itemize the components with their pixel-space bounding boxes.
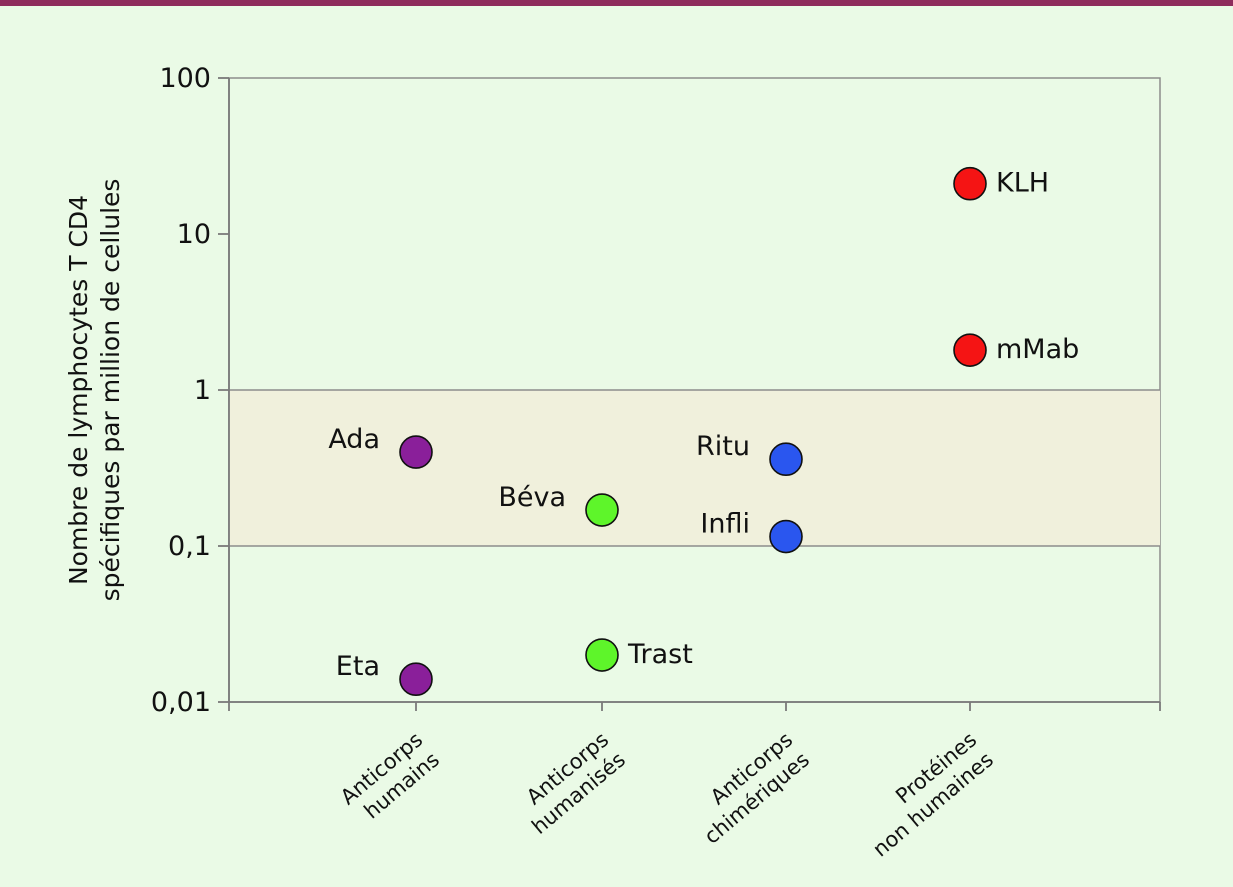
- y-axis-title-text: Nombre de lymphocytes T CD4 spécifiques p…: [64, 179, 125, 602]
- y-tick-label: 0,01: [151, 687, 211, 718]
- data-point: [585, 638, 619, 672]
- x-category-label: Protéinesnon humaines: [852, 727, 998, 861]
- data-point: [769, 442, 803, 477]
- data-point: [399, 662, 433, 697]
- top-accent-bar: [0, 0, 1233, 6]
- point-label: Ada: [328, 424, 380, 455]
- gridlines: [229, 389, 1160, 547]
- y-axis-title-line: spécifiques par million de cellules: [96, 179, 125, 602]
- x-category-label: Anticorpschimériques: [683, 727, 814, 848]
- data-point: [585, 493, 619, 527]
- y-axis-title: Nombre de lymphocytes T CD4 spécifiques p…: [64, 179, 125, 602]
- highlight-band: [229, 390, 1160, 546]
- point-label: Trast: [627, 639, 693, 670]
- data-point: [769, 519, 803, 554]
- y-tick-labels: 100 10 1 0,1 0,01: [151, 63, 229, 718]
- y-tick-label: 1: [194, 375, 211, 406]
- x-category-label: Anticorpshumanisés: [511, 727, 630, 839]
- data-points: Ada Eta Béva Trast Ritu Infli KLH mMab: [328, 166, 1079, 697]
- data-point: [399, 435, 433, 469]
- point-label: Béva: [498, 482, 566, 513]
- x-category-label: Anticorpshumains: [336, 727, 444, 829]
- y-tick-label: 100: [159, 63, 211, 94]
- point-label: KLH: [996, 168, 1049, 199]
- data-point: [953, 166, 987, 201]
- x-category-labels: Anticorpshumains Anticorpshumanisés Antico…: [336, 702, 998, 862]
- y-axis-title-line: Nombre de lymphocytes T CD4: [64, 195, 93, 585]
- point-label: Eta: [336, 651, 380, 682]
- point-label: Infli: [700, 509, 750, 540]
- y-tick-label: 0,1: [168, 531, 211, 562]
- data-point: [953, 333, 987, 367]
- point-label: mMab: [996, 334, 1079, 365]
- y-tick-label: 10: [177, 219, 211, 250]
- point-label: Ritu: [696, 431, 750, 462]
